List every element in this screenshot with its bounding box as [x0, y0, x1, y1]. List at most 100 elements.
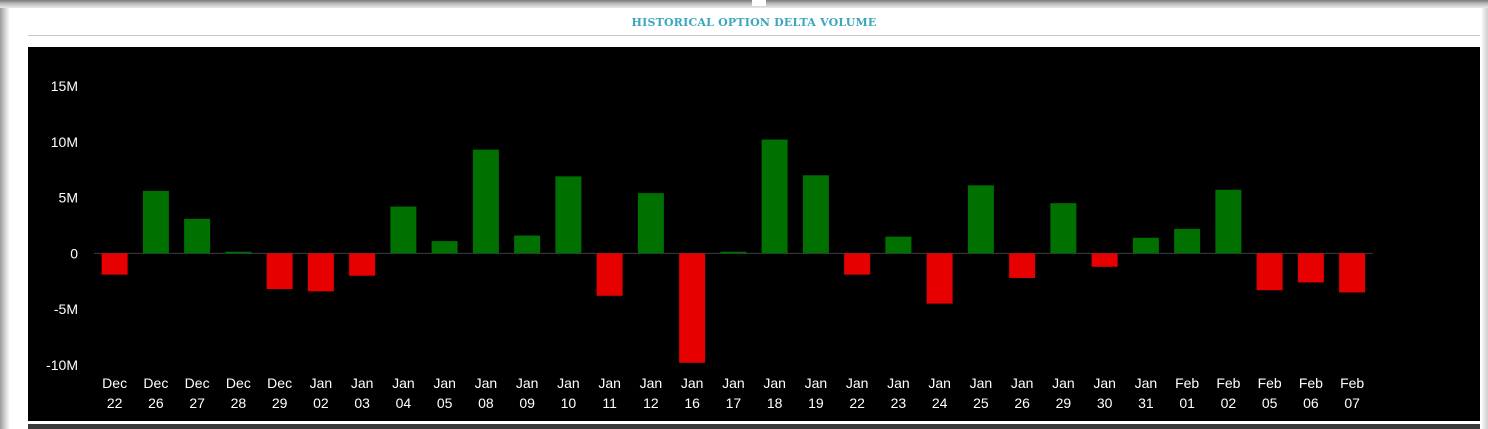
bar[interactable] [349, 253, 376, 276]
x-tick-label-month: Jan [433, 375, 456, 391]
x-tick-label-month: Jan [598, 375, 621, 391]
x-tick-label-day: 06 [1303, 395, 1319, 411]
x-tick-label-day: 01 [1179, 395, 1195, 411]
x-tick-label-month: Jan [1135, 375, 1158, 391]
window-right-edge [1482, 8, 1488, 429]
x-tick-label-month: Jan [475, 375, 498, 391]
x-tick-label-month: Jan [351, 375, 374, 391]
x-tick-label-month: Feb [1299, 375, 1323, 391]
x-tick-label-day: 25 [973, 395, 989, 411]
y-tick-label: -5M [54, 301, 78, 317]
bar[interactable] [1132, 237, 1159, 254]
x-tick-label-day: 05 [1262, 395, 1278, 411]
bar[interactable] [844, 253, 871, 275]
bar[interactable] [184, 218, 211, 254]
x-tick-label-month: Dec [226, 375, 251, 391]
x-tick-label-day: 18 [767, 395, 783, 411]
x-tick-label-day: 07 [1344, 395, 1360, 411]
x-tick-label-day: 19 [808, 395, 824, 411]
x-tick-label-day: 08 [478, 395, 494, 411]
bar[interactable] [1009, 253, 1036, 278]
x-tick-label-month: Jan [805, 375, 828, 391]
bar[interactable] [885, 236, 912, 254]
y-tick-label: -10M [46, 357, 78, 373]
x-tick-label-month: Jan [1052, 375, 1075, 391]
x-tick-label-day: 31 [1138, 395, 1154, 411]
x-tick-label-month: Jan [846, 375, 869, 391]
bar[interactable] [926, 253, 953, 304]
x-tick-label-day: 26 [1014, 395, 1030, 411]
x-tick-label-month: Jan [681, 375, 704, 391]
bar[interactable] [720, 251, 747, 254]
x-tick-label-month: Jan [722, 375, 745, 391]
bar[interactable] [390, 206, 417, 254]
x-tick-label-month: Dec [267, 375, 292, 391]
bar[interactable] [1339, 253, 1366, 293]
x-tick-label-month: Jan [763, 375, 786, 391]
x-tick-label-day: 17 [726, 395, 742, 411]
window-top-shadow [0, 0, 1488, 8]
bar[interactable] [1174, 228, 1201, 254]
x-tick-label-day: 10 [561, 395, 577, 411]
x-tick-label-day: 05 [437, 395, 453, 411]
y-tick-label: 5M [59, 190, 78, 206]
x-tick-label-month: Jan [887, 375, 910, 391]
x-tick-label-day: 28 [231, 395, 247, 411]
x-tick-label-day: 22 [849, 395, 865, 411]
x-tick-label-day: 29 [272, 395, 288, 411]
y-tick-label: 0 [70, 245, 78, 261]
bar[interactable] [266, 253, 293, 290]
bar[interactable] [761, 139, 788, 254]
x-tick-label-day: 22 [107, 395, 123, 411]
bar[interactable] [431, 241, 458, 254]
x-tick-label-month: Feb [1175, 375, 1199, 391]
bar[interactable] [679, 253, 706, 363]
bar[interactable] [1297, 253, 1324, 283]
bar[interactable] [967, 185, 994, 254]
x-tick-label-month: Jan [1093, 375, 1116, 391]
x-tick-label-month: Jan [557, 375, 580, 391]
x-tick-label-month: Feb [1340, 375, 1364, 391]
x-tick-label-day: 27 [189, 395, 205, 411]
chart-panel: 15M 10M 5M 0 -5M -10M Dec 22 Dec 26 Dec 27 Dec 28 Dec 2… [28, 47, 1480, 421]
x-tick-label-month: Jan [392, 375, 415, 391]
x-tick-label-day: 04 [396, 395, 412, 411]
bar[interactable] [101, 253, 128, 275]
bar[interactable] [596, 253, 623, 296]
x-tick-label-month: Feb [1216, 375, 1240, 391]
x-tick-label-month: Dec [143, 375, 168, 391]
bar[interactable] [225, 251, 252, 254]
x-tick-label-day: 23 [891, 395, 907, 411]
bar[interactable] [1091, 253, 1118, 267]
bar[interactable] [142, 190, 169, 254]
y-tick-label: 15M [51, 78, 78, 94]
bar[interactable] [802, 175, 829, 254]
x-tick-label-day: 16 [684, 395, 700, 411]
x-tick-label-day: 09 [519, 395, 535, 411]
x-tick-label-day: 11 [602, 395, 617, 411]
x-tick-label-day: 30 [1097, 395, 1113, 411]
bar[interactable] [472, 149, 499, 254]
x-tick-label-day: 12 [643, 395, 659, 411]
x-tick-label-day: 26 [148, 395, 164, 411]
x-tick-label-month: Jan [640, 375, 663, 391]
x-tick-label-day: 02 [313, 395, 329, 411]
bar[interactable] [1256, 253, 1283, 291]
chart-title: HISTORICAL OPTION DELTA VOLUME [631, 16, 877, 29]
delta-volume-bar-chart: 15M 10M 5M 0 -5M -10M Dec 22 Dec 26 Dec 27 Dec 28 Dec 2… [46, 78, 1373, 411]
bar[interactable] [555, 176, 582, 254]
x-tick-label-month: Dec [185, 375, 210, 391]
bar[interactable] [307, 253, 334, 292]
window-left-edge [0, 8, 9, 429]
x-tick-label-day: 02 [1221, 395, 1237, 411]
bar[interactable] [514, 235, 541, 254]
x-tick-label-month: Feb [1258, 375, 1282, 391]
bar[interactable] [1050, 203, 1077, 254]
title-divider [28, 35, 1480, 36]
bar[interactable] [637, 193, 664, 254]
x-tick-label-month: Jan [310, 375, 333, 391]
y-tick-label: 10M [51, 134, 78, 150]
x-tick-label-month: Jan [516, 375, 539, 391]
bar[interactable] [1215, 189, 1242, 254]
x-tick-label-month: Jan [1011, 375, 1034, 391]
